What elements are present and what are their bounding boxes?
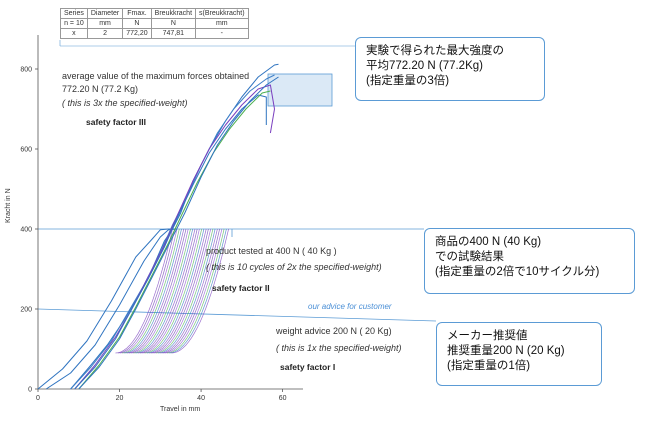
cycle-band-line	[153, 228, 212, 354]
stats-header-breukkracht: Breukkracht	[150, 8, 197, 19]
advice-line2: ( this is 1x the specified-weight)	[276, 343, 402, 353]
callout-test-line1: 商品の400 N (40 Kg)	[435, 236, 542, 248]
callout-test-result: 商品の400 N (40 Kg) での試験結果 (指定重量の2倍で10サイクル分…	[424, 228, 635, 294]
stats-unit-n: n = 10	[60, 18, 88, 29]
series-line-3	[70, 63, 279, 390]
advice-line1: weight advice 200 N ( 20 Kg)	[276, 326, 392, 336]
y-tick-label: 0	[28, 387, 32, 394]
cycle-band-line	[124, 228, 182, 354]
stats-header-series: Series	[60, 8, 88, 19]
cycle-band-line	[158, 228, 216, 354]
stats-value-diameter: 2	[86, 28, 124, 39]
callout-max-line3: (指定重量の3倍)	[366, 75, 450, 87]
cycle-band-line	[160, 228, 218, 354]
stats-units-row: n = 10 mm N N mm	[60, 18, 249, 29]
safety-factor-3: safety factor III	[86, 117, 146, 127]
cycle-band-line	[126, 228, 185, 354]
avg-line1: average value of the maximum forces obta…	[62, 71, 250, 81]
cycle-band-line	[171, 228, 229, 354]
stats-table: Series Diameter Fmax. Breukkracht s(Breu…	[60, 8, 249, 39]
callout-advice-line1: メーカー推奨値	[447, 330, 528, 342]
max-force-highlight	[267, 73, 333, 107]
y-axis-label: Kracht in N	[5, 188, 12, 223]
series-line-7	[78, 90, 271, 390]
avg-line2: 772.20 N (77.2 Kg)	[62, 84, 139, 94]
avg-line3: ( this is 3x the specified-weight)	[62, 98, 188, 108]
cycle-band-line	[151, 228, 209, 354]
y-tick-label: 600	[20, 147, 32, 154]
stats-header-row: Series Diameter Fmax. Breukkracht s(Breu…	[60, 8, 249, 19]
stats-unit-n2: N	[122, 18, 152, 29]
cycle-band-line	[144, 228, 203, 354]
cycle-band-line	[169, 228, 227, 354]
x-tick-label: 0	[36, 395, 40, 402]
series-line-2	[45, 228, 177, 390]
chart-guides	[37, 40, 437, 322]
y-tick-label: 800	[20, 67, 32, 74]
cycle-band-line	[133, 228, 191, 354]
callout-max-line2: 平均772.20 N (77.2Kg)	[366, 60, 483, 72]
callout-max-line1: 実験で得られた最大強度の	[366, 45, 504, 57]
stats-value-row: x 2 772,20 747,81 -	[60, 28, 249, 39]
cycle-band-line	[149, 228, 207, 354]
advice-header: our advice for customer	[308, 302, 392, 311]
stats-value-fmax: 772,20	[122, 28, 152, 39]
cycle-band-line	[155, 228, 214, 354]
cycle-band	[115, 228, 229, 354]
cycle-band-line	[146, 228, 205, 354]
y-tick-label: 400	[20, 227, 32, 234]
stats-header-stddev: s(Breukkracht)	[195, 8, 249, 19]
stats-unit-n3: N	[150, 18, 197, 29]
callout-advice-line3: (指定重量の1倍)	[447, 360, 531, 372]
stats-unit-mm: mm	[86, 18, 124, 29]
cycle-band-line	[122, 228, 180, 354]
tested-line2: ( this is 10 cycles of 2x the specified-…	[206, 262, 382, 272]
cycle-band-line	[140, 228, 198, 354]
callout-test-line2: での試験結果	[435, 251, 504, 263]
stats-header-diameter: Diameter	[86, 8, 124, 19]
stats-unit-mm2: mm	[195, 18, 249, 29]
tested-line1: product tested at 400 N ( 40 Kg )	[206, 246, 337, 256]
callout-advice: メーカー推奨値 推奨重量200 N (20 Kg) (指定重量の1倍)	[436, 322, 602, 386]
stats-header-fmax: Fmax.	[122, 8, 152, 19]
x-axis-label: Travel in mm	[160, 406, 200, 413]
callout-max-strength: 実験で得られた最大強度の 平均772.20 N (77.2Kg) (指定重量の3…	[355, 37, 545, 101]
cycle-band-line	[162, 228, 220, 354]
cycle-band-line	[135, 228, 194, 354]
cycle-band-line	[137, 228, 196, 354]
x-tick-label: 20	[116, 395, 124, 402]
y-tick-label: 200	[20, 307, 32, 314]
cycle-band-line	[142, 228, 200, 354]
series-line-5	[74, 84, 275, 390]
series-line-8	[78, 76, 279, 390]
series-line-6	[74, 94, 267, 390]
cycle-band-line	[128, 228, 187, 354]
cycle-band-line	[119, 228, 178, 354]
cycle-band-line	[131, 228, 189, 354]
cycle-band-line	[117, 228, 176, 354]
safety-factor-1: safety factor I	[280, 362, 336, 372]
stats-value-breukkracht: 747,81	[150, 28, 197, 39]
cycle-band-line	[115, 228, 173, 354]
series-line-1	[37, 228, 177, 390]
stats-value-series: x	[60, 28, 88, 39]
series-lines	[37, 63, 279, 390]
callout-test-line3: (指定重量の2倍で10サイクル分)	[435, 266, 600, 278]
cycle-band-line	[164, 228, 223, 354]
guide-line-200	[37, 308, 437, 322]
safety-factor-2: safety factor II	[212, 283, 270, 293]
stats-value-stddev: -	[195, 28, 249, 39]
x-tick-label: 60	[279, 395, 287, 402]
x-tick-label: 40	[197, 395, 205, 402]
chart-axes: 0 200 400 600 800 0 20 40 60	[20, 35, 303, 402]
cycle-band-line	[166, 228, 225, 354]
callout-advice-line2: 推奨重量200 N (20 Kg)	[447, 345, 565, 357]
